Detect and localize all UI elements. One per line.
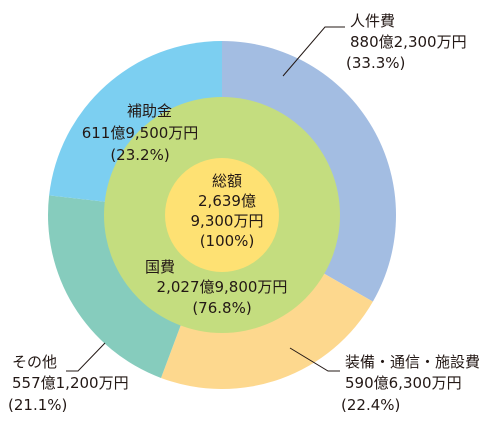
leader-soubi	[289, 347, 340, 372]
percent-soubi: (22.4%)	[341, 396, 400, 414]
leader-jinkenhi	[282, 26, 345, 77]
label-hojokin: 補助金	[127, 102, 172, 120]
leader-sonota	[66, 342, 106, 372]
percent-sonota: (21.1%)	[8, 396, 67, 414]
percent-jinkenhi: (33.3%)	[346, 54, 405, 72]
amount-kokuhi: 2,027億9,800万円	[157, 278, 288, 296]
amount-total-1: 2,639億	[198, 192, 256, 210]
amount-hojokin: 611億9,500万円	[82, 124, 199, 142]
label-sonota: その他	[12, 353, 57, 371]
amount-total-2: 9,300万円	[191, 212, 264, 230]
percent-kokuhi: (76.8%)	[192, 299, 251, 317]
center-total-circle	[165, 158, 279, 272]
label-soubi: 装備・通信・施設費	[345, 353, 480, 371]
percent-total: (100%)	[200, 232, 255, 250]
label-kokuhi: 国費	[145, 258, 175, 276]
label-total: 総額	[212, 172, 242, 190]
amount-sonota: 557億1,200万円	[12, 374, 129, 392]
label-jinkenhi: 人件費	[350, 12, 395, 30]
percent-hojokin: (23.2%)	[110, 146, 169, 164]
leader-lines	[66, 26, 345, 372]
amount-jinkenhi: 880億2,300万円	[350, 33, 467, 51]
amount-soubi: 590億6,300万円	[345, 374, 462, 392]
